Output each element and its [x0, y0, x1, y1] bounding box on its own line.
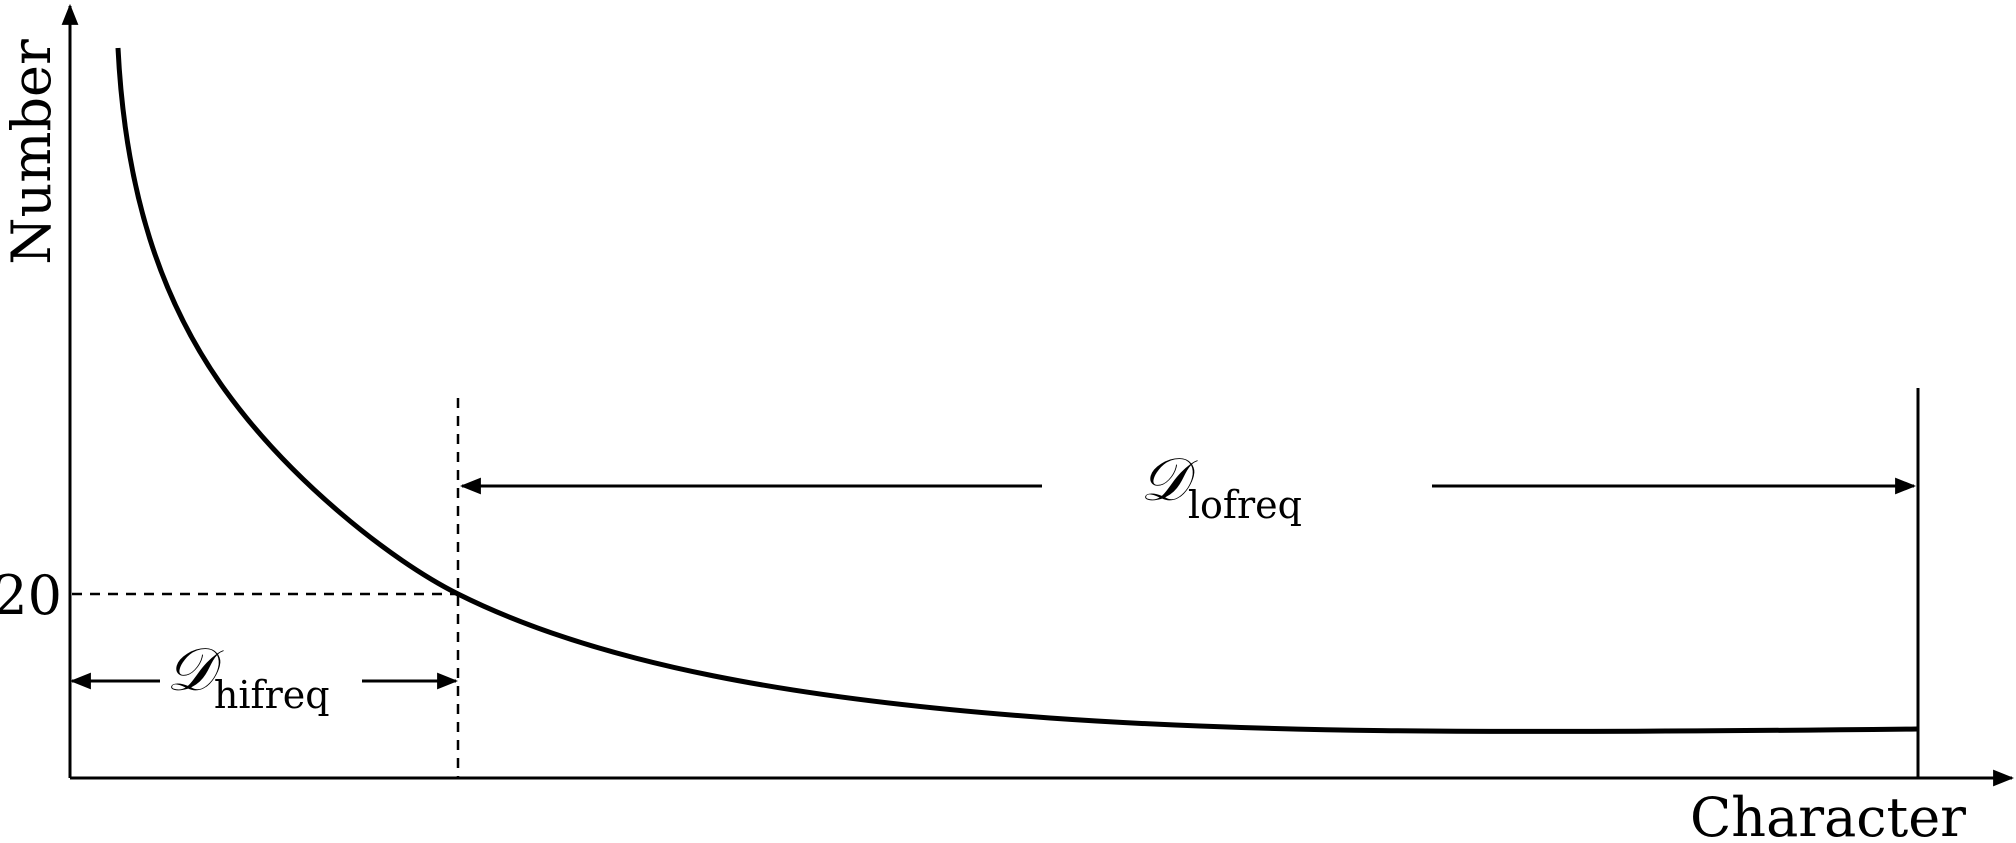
- lofreq-region-label: 𝒟lofreq: [1140, 445, 1302, 527]
- y-tick-label-20: 20: [0, 564, 62, 627]
- hifreq-subscript: hifreq: [214, 673, 330, 717]
- hifreq-region-label: 𝒟hifreq: [166, 635, 330, 717]
- y-axis-label: Number: [0, 39, 63, 265]
- x-axis-label: Character: [1690, 786, 1966, 843]
- frequency-curve: [115, 47, 1918, 734]
- lofreq-subscript: lofreq: [1188, 483, 1302, 527]
